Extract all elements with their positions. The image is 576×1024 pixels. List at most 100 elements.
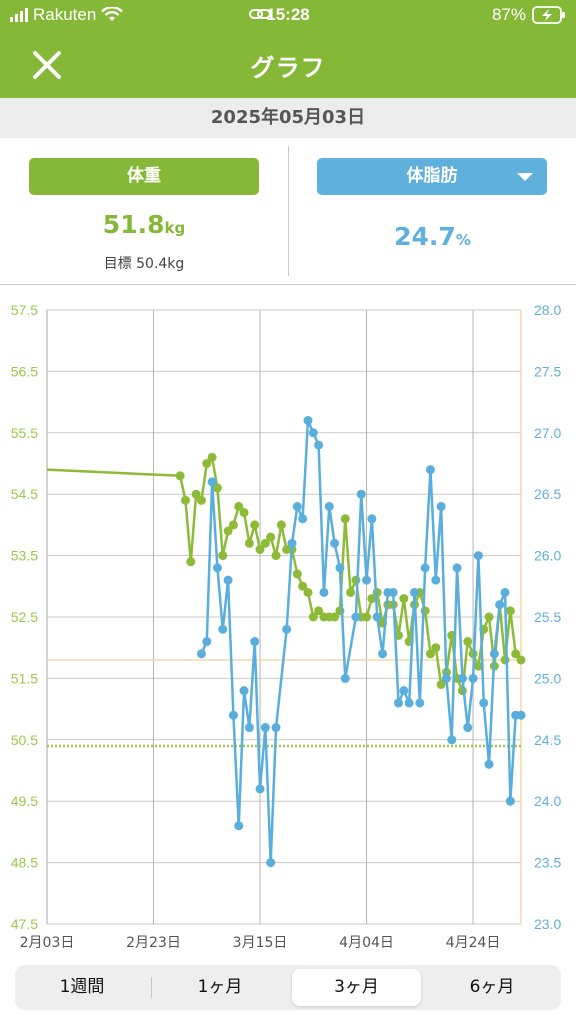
y-left-tick-label: 47.5 [11,916,38,932]
weight-data-point [266,532,276,542]
fat-data-point [473,551,483,561]
weight-data-point [292,569,302,579]
chart-area[interactable]: 47.5 48.5 49.5 50.5 51.5 52.5 53.5 54.5 55.5 56.5… [0,285,576,955]
tab-1-week[interactable]: 1週間 [59,977,105,997]
fat-value-block: 24.7% [289,222,576,251]
fat-data-point [468,673,478,683]
link-icon [249,9,271,19]
weight-data-point [431,643,441,653]
tab-separator [151,977,152,998]
y-right-tick-label: 28.0 [534,302,561,318]
carrier-label: Rakuten [33,5,97,24]
weight-data-point [420,606,430,616]
y-left-tick-label: 52.5 [11,609,38,625]
fat-data-point [431,575,441,585]
fat-data-point [457,673,467,683]
weight-data-point [367,594,377,604]
fat-data-point [314,440,324,450]
y-left-tick-label: 57.5 [11,302,38,318]
fat-data-point [489,649,499,659]
tab-6-months[interactable]: 6ヶ月 [469,977,515,997]
fat-data-point [356,489,366,499]
y-left-tick-label: 48.5 [11,855,38,871]
status-time: 15:28 [266,5,310,24]
weight-fat-chart[interactable]: 47.5 48.5 49.5 50.5 51.5 52.5 53.5 54.5 55.5 56.5… [0,285,576,955]
fat-data-point [484,759,494,769]
fat-dropdown-button[interactable]: 体脂肪 [317,158,547,195]
weight-value: 51.8 [102,210,165,239]
weight-data-point [191,489,201,499]
fat-data-point [260,723,270,733]
weight-data-point [271,551,281,561]
fat-data-point [196,649,206,659]
weight-data-point [298,581,308,591]
weight-button[interactable]: 体重 [29,158,259,195]
weight-data-point [362,612,372,622]
fat-data-point [394,698,404,708]
fat-data-point [372,612,382,622]
y-left-tick-label: 55.5 [11,425,38,441]
fat-button-label: 体脂肪 [406,166,458,186]
weight-data-point [308,612,318,622]
wifi-icon [101,7,124,21]
weight-data-point [218,551,228,561]
weight-data-point [399,594,409,604]
fat-data-point [441,673,451,683]
weight-data-point [473,661,483,671]
weight-data-point [516,655,526,665]
fat-data-point [324,501,334,511]
close-button[interactable] [30,48,64,82]
y-left-tick-label: 49.5 [11,793,38,809]
weight-data-point [175,471,185,481]
fat-data-point [250,637,260,647]
fat-data-point [516,710,526,720]
y-right-tick-label: 26.0 [534,548,561,564]
weight-data-point [234,501,244,511]
fat-unit: % [455,231,471,249]
weight-data-point [180,495,190,505]
weight-unit: kg [164,219,186,237]
y-right-tick-label: 27.5 [534,363,561,379]
fat-data-point [234,821,244,831]
weight-data-point [260,538,270,548]
weight-data-point [340,514,350,524]
weight-data-point [186,557,196,567]
weight-data-point [223,526,233,536]
weight-data-point [436,680,446,690]
fat-data-point [212,563,222,573]
y-right-tick-label: 27.0 [534,425,561,441]
fat-data-point [202,637,212,647]
fat-data-point [271,723,281,733]
x-tick-label: 4月04日 [339,935,394,951]
fat-value: 24.7 [394,222,456,251]
status-bar: Rakuten 15:28 87% [0,0,576,30]
y-right-tick-label: 23.0 [534,916,561,932]
weight-data-point [250,520,260,530]
period-tabs: 1週間 1ヶ月 3ヶ月 6ヶ月 [15,965,561,1010]
x-tick-label: 2月23日 [126,935,181,951]
fat-data-point [239,686,249,696]
tab-3-months[interactable]: 3ヶ月 [292,969,421,1006]
weight-data-point [196,495,206,505]
weight-data-point [255,544,265,554]
fat-data-point [319,587,329,597]
fat-data-point [218,624,228,634]
fat-data-point [298,514,308,524]
fat-data-point [287,538,297,548]
y-right-tick-label: 23.5 [534,855,561,871]
weight-data-point [202,459,212,468]
fat-data-point [420,563,430,573]
fat-data-point [404,698,414,708]
fat-data-point [500,587,510,597]
battery-group: 87% [492,5,566,25]
fat-data-point [388,587,398,597]
tab-1-month[interactable]: 1ヶ月 [197,977,243,997]
fat-data-point [340,673,350,683]
fat-data-point [362,575,372,585]
fat-data-point [505,796,515,806]
weight-data-point [207,452,217,462]
panel-divider [288,146,289,276]
fat-data-point [452,563,462,573]
dropdown-arrow-icon [517,173,533,181]
fat-data-point [330,538,340,548]
